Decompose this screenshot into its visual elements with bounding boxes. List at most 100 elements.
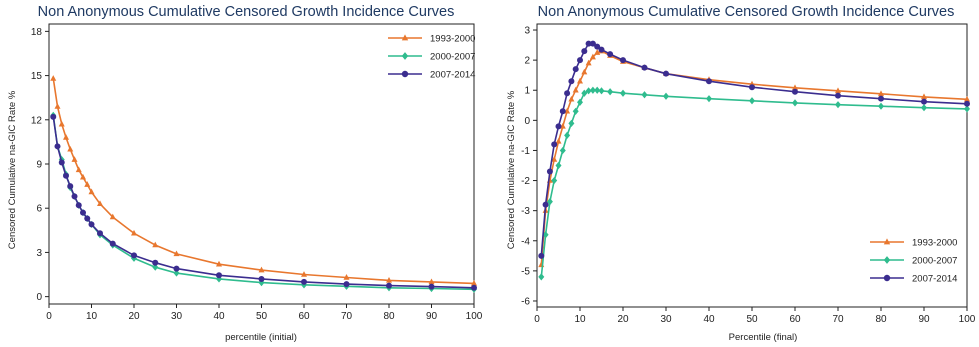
- y-tick-label: 6: [36, 204, 42, 215]
- data-point: [75, 166, 82, 173]
- data-point: [428, 283, 435, 290]
- data-point: [401, 70, 409, 78]
- data-point: [63, 134, 69, 140]
- x-tick-label: 20: [617, 314, 629, 325]
- y-axis-label: Censored Cumulative na-GIC Rate %: [7, 90, 18, 249]
- x-tick-label: 90: [426, 311, 438, 322]
- data-point: [749, 84, 755, 91]
- chart-right: Non Anonymous Cumulative Censored Growth…: [506, 4, 976, 343]
- data-point: [620, 89, 626, 97]
- x-tick-label: 0: [534, 314, 540, 325]
- data-point: [71, 193, 78, 200]
- data-point: [577, 77, 583, 84]
- data-point: [568, 95, 575, 102]
- data-point: [401, 34, 409, 41]
- chart-left: Non Anonymous Cumulative Censored Growth…: [7, 4, 483, 343]
- x-tick-label: 30: [660, 314, 672, 325]
- y-tick-label: -2: [521, 176, 530, 187]
- data-point: [551, 141, 558, 148]
- chart-title: Non Anonymous Cumulative Censored Growth…: [538, 4, 955, 20]
- x-tick-label: 40: [213, 311, 225, 322]
- data-point: [50, 75, 57, 81]
- data-point: [835, 92, 841, 99]
- data-point: [555, 161, 562, 170]
- data-point: [883, 256, 891, 264]
- data-point: [63, 172, 69, 179]
- data-point: [97, 200, 103, 207]
- data-point: [97, 230, 103, 237]
- data-point: [471, 279, 477, 286]
- x-tick-label: 40: [703, 314, 715, 325]
- data-point: [84, 215, 91, 222]
- y-axis-label: Censored Cumulative na-GIC Rate %: [506, 90, 517, 249]
- data-point: [883, 238, 891, 245]
- data-point: [343, 274, 350, 280]
- data-point: [594, 43, 601, 50]
- data-point: [585, 87, 592, 95]
- data-point: [964, 105, 970, 113]
- y-tick-label: -1: [521, 146, 530, 157]
- x-tick-label: 70: [341, 311, 353, 322]
- data-point: [594, 49, 601, 55]
- series-line: [52, 78, 475, 285]
- data-point: [542, 231, 549, 239]
- y-tick-label: 15: [31, 71, 43, 82]
- data-point: [589, 86, 596, 94]
- legend-label: 1993-2000: [912, 238, 957, 249]
- data-point: [572, 66, 579, 73]
- data-point: [878, 95, 884, 102]
- data-point: [577, 98, 583, 106]
- data-point: [546, 168, 553, 175]
- data-point: [131, 252, 137, 259]
- data-point: [572, 107, 579, 115]
- legend-label: 1993-2000: [430, 34, 475, 45]
- x-tick-label: 80: [875, 314, 887, 325]
- x-tick-label: 70: [832, 314, 844, 325]
- data-point: [964, 95, 970, 102]
- data-point: [538, 273, 545, 281]
- data-point: [921, 98, 927, 105]
- x-tick-label: 100: [466, 311, 483, 322]
- chart-title: Non Anonymous Cumulative Censored Growth…: [38, 4, 455, 20]
- x-tick-label: 10: [86, 311, 98, 322]
- data-point: [84, 181, 91, 187]
- data-point: [835, 87, 841, 94]
- data-point: [585, 59, 592, 66]
- data-point: [607, 51, 614, 58]
- data-point: [173, 265, 180, 272]
- y-tick-label: -3: [521, 206, 530, 217]
- series-line: [540, 50, 968, 265]
- data-point: [538, 252, 545, 259]
- data-point: [607, 88, 614, 96]
- y-tick-label: 1: [524, 86, 530, 97]
- data-point: [581, 68, 588, 75]
- data-point: [88, 188, 95, 195]
- data-point: [109, 240, 116, 247]
- data-point: [568, 78, 575, 85]
- data-point: [109, 213, 116, 220]
- data-point: [386, 276, 392, 283]
- x-tick-label: 80: [383, 311, 395, 322]
- y-tick-label: 3: [36, 248, 42, 259]
- data-point: [555, 137, 562, 144]
- data-point: [301, 278, 307, 285]
- x-axis-label: Percentile (final): [729, 332, 798, 343]
- x-tick-label: 0: [46, 311, 52, 322]
- x-axis-label: percentile (initial): [225, 332, 297, 343]
- data-point: [921, 104, 927, 112]
- data-point: [555, 123, 562, 130]
- data-point: [964, 100, 970, 107]
- data-point: [173, 250, 180, 257]
- data-point: [80, 209, 86, 216]
- data-point: [641, 64, 648, 71]
- data-point: [258, 279, 265, 287]
- data-point: [301, 271, 307, 277]
- data-point: [749, 97, 755, 105]
- data-point: [551, 176, 558, 185]
- data-point: [589, 40, 596, 47]
- y-tick-label: -6: [521, 296, 530, 307]
- data-point: [67, 183, 74, 190]
- data-point: [883, 274, 891, 282]
- y-tick-label: 0: [36, 292, 42, 303]
